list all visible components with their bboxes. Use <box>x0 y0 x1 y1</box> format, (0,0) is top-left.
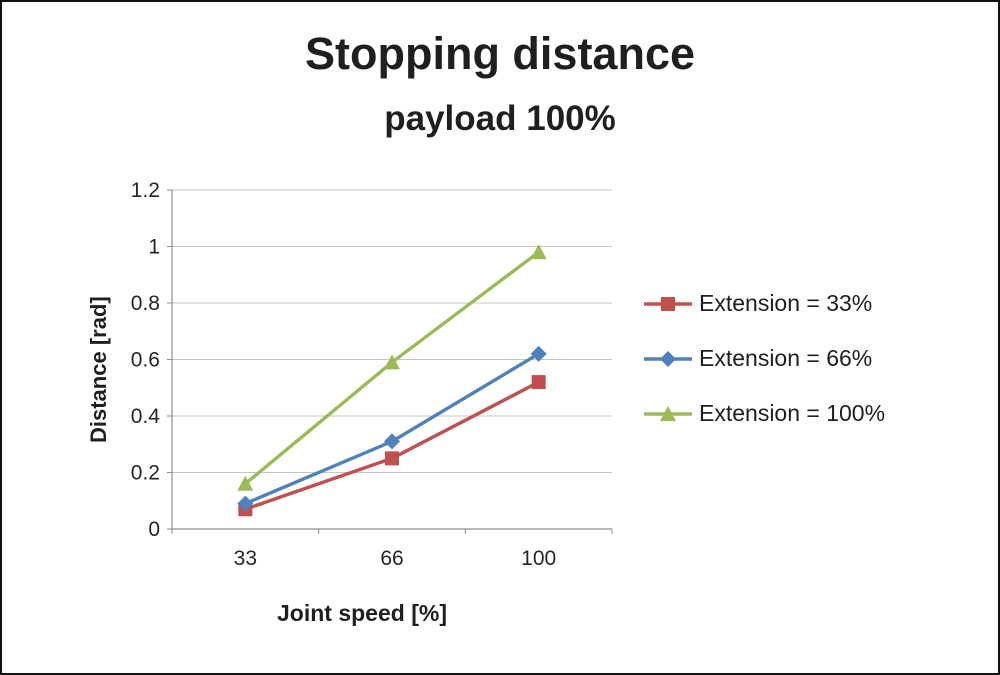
y-tick-label: 0.4 <box>131 405 161 428</box>
legend-diamond-marker-icon <box>660 350 676 367</box>
y-tick-label: 0 <box>148 518 160 541</box>
legend-square-marker-icon <box>661 296 675 311</box>
legend-item-1: Extension = 66% <box>644 345 885 372</box>
legend-label: Extension = 100% <box>699 400 886 426</box>
series-1-diamond-marker-icon <box>237 495 254 512</box>
series-line-1 <box>244 352 540 506</box>
y-tick-label: 0.2 <box>131 462 160 485</box>
y-tick-label: 0.8 <box>131 292 160 315</box>
legend-label: Extension = 66% <box>699 345 873 371</box>
y-tick-label: 1.2 <box>131 179 160 202</box>
legend-item-2: Extension = 100% <box>644 400 885 427</box>
x-tick-label: 100 <box>521 547 556 570</box>
legend-key-square-icon <box>644 296 692 311</box>
legend-key-diamond-icon <box>644 350 692 367</box>
y-tick-label: 0.6 <box>131 349 160 372</box>
series-2-triangle-marker-icon <box>530 244 547 260</box>
y-tick-label: 1 <box>148 236 160 259</box>
legend-item-0: Extension = 33% <box>644 290 885 317</box>
series-0-square-marker-icon <box>531 375 546 390</box>
series-1-diamond-marker-icon <box>384 433 400 450</box>
plot-area: 0 0.2 0.4 0.6 0.8 1 1.2 33 66 100 <box>131 179 613 570</box>
x-tick-label: 33 <box>234 547 257 570</box>
series-0-square-marker-icon <box>385 451 399 466</box>
chart-subtitle: payload 100% <box>384 99 616 138</box>
x-axis-title: Joint speed [%] <box>277 600 447 626</box>
legend-label: Extension = 33% <box>699 290 873 316</box>
legend: Extension = 33% Extension = 66% Extension … <box>644 290 885 427</box>
series-2-triangle-marker-icon <box>237 475 254 491</box>
legend-key-triangle-icon <box>644 405 692 421</box>
chart-title: Stopping distance <box>304 28 695 79</box>
series-1-diamond-marker-icon <box>530 345 547 362</box>
legend-triangle-marker-icon <box>660 405 676 421</box>
series-2-triangle-marker-icon <box>384 354 400 370</box>
x-tick-label: 66 <box>380 547 403 570</box>
